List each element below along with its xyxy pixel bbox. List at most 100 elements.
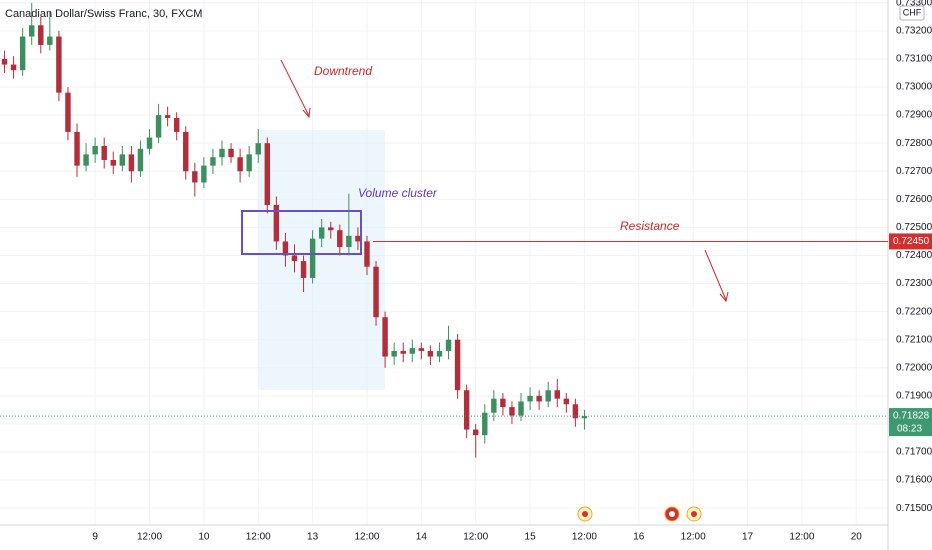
candle-body xyxy=(554,390,560,399)
candle-body xyxy=(291,255,298,262)
candle-body xyxy=(38,25,44,45)
cluster-box xyxy=(241,210,362,255)
x-tick-label: 12:00 xyxy=(463,532,488,543)
candle-body xyxy=(128,154,135,172)
candle-body xyxy=(110,160,116,166)
range-highlight xyxy=(258,130,385,390)
currency: CHF xyxy=(903,7,922,17)
candle-body xyxy=(119,154,126,166)
candle-body xyxy=(219,148,225,158)
candle-body xyxy=(536,395,542,402)
x-tick-label: 12:00 xyxy=(789,532,814,543)
candle-body xyxy=(355,235,361,242)
x-tick-label: 10 xyxy=(198,532,210,543)
x-tick-label: 12:00 xyxy=(354,532,379,543)
candle-body xyxy=(201,165,207,183)
candles xyxy=(1,2,588,458)
candle-body xyxy=(545,390,551,402)
candle-body xyxy=(454,339,461,391)
candle-body xyxy=(47,36,53,45)
price-axis-panel xyxy=(888,0,932,550)
x-tick-label: 12:00 xyxy=(137,532,162,543)
annotation: Resistance xyxy=(620,219,680,233)
x-tick-label: 9 xyxy=(92,532,98,543)
candle-body xyxy=(173,117,180,132)
annotation: Downtrend xyxy=(314,64,372,78)
candle-body xyxy=(146,137,153,149)
y-tick-label: 0.71600 xyxy=(896,475,932,486)
y-tick-label: 0.72000 xyxy=(896,362,932,373)
x-tick-label: 13 xyxy=(307,532,319,543)
candle-body xyxy=(1,58,8,65)
x-tick-label: 15 xyxy=(525,532,537,543)
currency-box xyxy=(899,5,925,21)
candle-body xyxy=(318,227,325,239)
candle-body xyxy=(445,339,452,351)
axis: 0.715000.716000.717000.718000.719000.720… xyxy=(92,0,932,543)
candle-body xyxy=(164,115,171,118)
annotation: Volume cluster xyxy=(358,186,438,200)
x-tick-label: 16 xyxy=(633,532,645,543)
candle-body xyxy=(572,404,579,419)
y-tick-label: 0.72900 xyxy=(896,110,932,121)
candle-body xyxy=(382,317,388,357)
candle-body xyxy=(210,157,216,166)
candle-body xyxy=(581,416,588,419)
y-tick-label: 0.72500 xyxy=(896,222,932,233)
event-icon xyxy=(582,511,588,517)
x-tick-label: 14 xyxy=(416,532,428,543)
y-tick-label: 0.73100 xyxy=(896,54,932,65)
candle-body xyxy=(74,131,80,166)
y-tick-label: 0.72300 xyxy=(896,278,932,289)
y-tick-label: 0.72600 xyxy=(896,194,932,205)
candle-body xyxy=(137,148,144,172)
candle-body xyxy=(518,401,524,416)
y-tick-label: 0.72800 xyxy=(896,138,932,149)
candle-body xyxy=(527,395,533,402)
candle-body xyxy=(264,143,271,205)
candle-body xyxy=(255,143,261,155)
countdown: 08:23 xyxy=(897,424,922,435)
y-tick-label: 0.72400 xyxy=(896,250,932,261)
candle-body xyxy=(509,407,515,416)
last-price-label: 0.71828 xyxy=(893,411,930,422)
y-tick-label: 0.73000 xyxy=(896,82,932,93)
candle-body xyxy=(328,227,334,231)
y-tick-label: 0.72200 xyxy=(896,306,932,317)
candle-body xyxy=(28,25,35,37)
last-price-label-bg xyxy=(889,408,932,437)
candle-body xyxy=(409,348,416,354)
y-tick-label: 0.73200 xyxy=(896,26,932,37)
candle-body xyxy=(482,412,488,436)
x-tick-label: 12:00 xyxy=(246,532,271,543)
candle-body xyxy=(155,115,162,138)
arrow xyxy=(280,59,310,117)
candle-body xyxy=(427,350,434,357)
candle-body xyxy=(373,266,379,318)
y-tick-label: 0.71500 xyxy=(896,503,932,514)
candle-body xyxy=(228,148,234,158)
candle-body xyxy=(101,145,107,161)
candle-body xyxy=(309,238,316,278)
y-tick-label: 0.73300 xyxy=(896,0,932,8)
candle-body xyxy=(300,261,307,278)
candle-body xyxy=(192,171,198,183)
x-tick-label: 17 xyxy=(742,532,754,543)
candle-body xyxy=(92,145,98,155)
arrow xyxy=(704,249,727,301)
candle-body xyxy=(65,92,71,132)
candle-body xyxy=(491,398,497,413)
event-icon xyxy=(691,511,697,517)
candle-body xyxy=(337,230,343,248)
candle-body xyxy=(56,36,62,93)
candle-body xyxy=(183,131,189,172)
y-tick-label: 0.71700 xyxy=(896,447,932,458)
x-tick-label: 20 xyxy=(851,532,863,543)
candle-body xyxy=(436,350,443,357)
event-icon xyxy=(669,511,675,517)
event-icons xyxy=(577,506,702,522)
candle-body xyxy=(472,429,479,436)
